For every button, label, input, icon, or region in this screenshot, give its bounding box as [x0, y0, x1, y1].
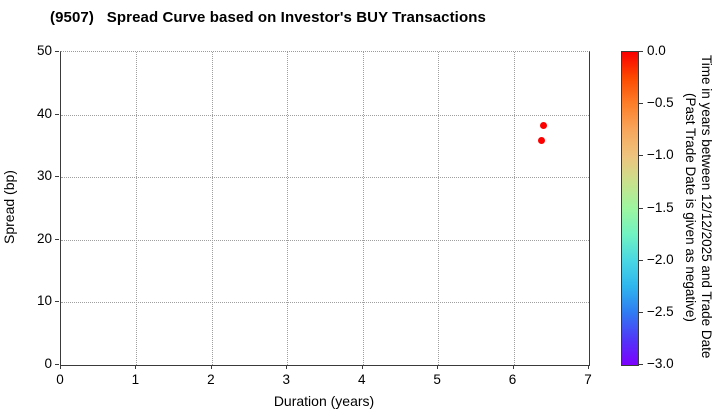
colorbar: [621, 51, 639, 366]
colorbar-tick-label: −3.0: [647, 356, 674, 371]
colorbar-tick-label: 0.0: [647, 43, 666, 58]
colorbar-tick: [639, 364, 643, 365]
gridline-vertical: [362, 52, 364, 365]
x-tick-label: 4: [357, 372, 366, 387]
colorbar-tick-label: −0.5: [647, 95, 674, 111]
colorbar-tick: [639, 259, 643, 261]
y-axis-tick: [55, 301, 59, 303]
gridline-vertical: [513, 52, 515, 365]
data-point: [540, 121, 548, 129]
gridline-horizontal: [61, 302, 589, 304]
y-axis-tick: [55, 364, 59, 365]
x-tick-label: 6: [508, 372, 517, 387]
x-axis-tick: [588, 365, 589, 369]
data-point: [537, 136, 545, 144]
colorbar-tick: [639, 51, 643, 52]
colorbar-tick-label: −1.0: [647, 147, 674, 163]
x-tick-label: 1: [131, 372, 140, 387]
y-axis-tick: [55, 238, 59, 240]
x-tick-label: 3: [282, 372, 291, 387]
colorbar-label-line2: (Past Trade Date is given as negative): [683, 92, 698, 322]
y-tick-label: 20: [36, 230, 52, 246]
gridline-vertical: [438, 52, 440, 365]
y-axis-tick: [55, 51, 59, 52]
x-axis-tick: [512, 365, 514, 369]
y-tick-label: 30: [36, 168, 52, 184]
plot-area: [60, 51, 590, 366]
colorbar-tick: [639, 311, 643, 313]
y-tick-label: 10: [36, 293, 52, 309]
x-axis-tick: [286, 365, 288, 369]
x-tick-label: 5: [433, 372, 441, 387]
x-tick-label: 2: [207, 372, 215, 387]
x-axis-label: Duration (years): [273, 393, 375, 409]
colorbar-tick-label: −2.0: [647, 251, 674, 267]
x-tick-label: 7: [584, 372, 592, 387]
gridline-vertical: [136, 52, 138, 365]
gridline-vertical: [287, 52, 289, 365]
chart-title: (9507) Spread Curve based on Investor's …: [50, 9, 486, 26]
y-tick-label: 0: [44, 356, 52, 371]
y-tick-label: 50: [36, 43, 52, 58]
colorbar-tick-label: −2.5: [647, 303, 674, 319]
gridline-horizontal: [61, 239, 589, 241]
gridline-vertical: [211, 52, 213, 365]
colorbar-tick: [639, 155, 643, 157]
x-axis-tick: [437, 365, 439, 369]
colorbar-tick: [639, 103, 643, 105]
colorbar-tick: [639, 207, 643, 209]
y-axis-label: Spread (bp): [1, 170, 17, 245]
gridline-horizontal: [61, 114, 589, 116]
colorbar-label-line1: Time in years between 12/12/2025 and Tra…: [699, 55, 714, 359]
x-axis-tick: [361, 365, 363, 369]
gridline-horizontal: [61, 177, 589, 179]
x-tick-label: 0: [56, 372, 64, 387]
x-axis-tick: [60, 365, 61, 369]
colorbar-label: Time in years between 12/12/2025 and Tra…: [678, 45, 714, 369]
x-axis-tick: [210, 365, 212, 369]
y-tick-label: 40: [36, 105, 52, 121]
y-axis-tick: [55, 176, 59, 178]
y-axis-tick: [55, 113, 59, 115]
colorbar-tick-label: −1.5: [647, 199, 674, 215]
x-axis-tick: [135, 365, 137, 369]
